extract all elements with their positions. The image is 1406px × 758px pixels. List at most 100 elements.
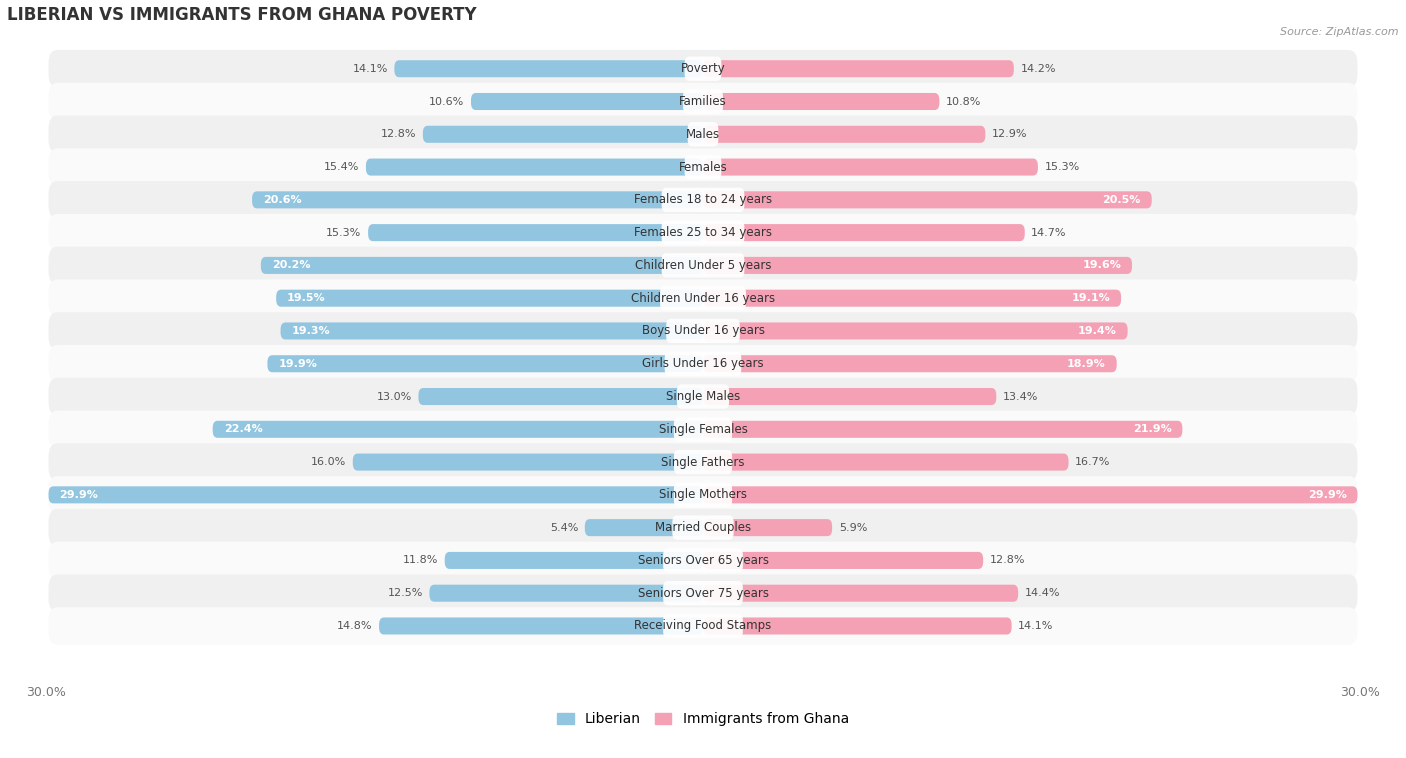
Text: Single Fathers: Single Fathers	[661, 456, 745, 468]
Text: 18.9%: 18.9%	[1067, 359, 1105, 368]
Text: 21.9%: 21.9%	[1133, 424, 1171, 434]
FancyBboxPatch shape	[676, 384, 730, 409]
FancyBboxPatch shape	[703, 60, 1014, 77]
Text: Single Females: Single Females	[658, 423, 748, 436]
Text: 14.4%: 14.4%	[1025, 588, 1060, 598]
Text: 20.2%: 20.2%	[271, 261, 311, 271]
Text: 13.0%: 13.0%	[377, 392, 412, 402]
Text: 15.4%: 15.4%	[323, 162, 360, 172]
FancyBboxPatch shape	[49, 83, 1357, 121]
FancyBboxPatch shape	[703, 552, 983, 569]
Text: Single Mothers: Single Mothers	[659, 488, 747, 501]
Text: 14.7%: 14.7%	[1032, 227, 1067, 237]
FancyBboxPatch shape	[585, 519, 703, 536]
FancyBboxPatch shape	[212, 421, 703, 438]
FancyBboxPatch shape	[49, 246, 1357, 284]
FancyBboxPatch shape	[49, 280, 1357, 317]
FancyBboxPatch shape	[380, 618, 703, 634]
Text: 19.4%: 19.4%	[1078, 326, 1116, 336]
Text: 12.9%: 12.9%	[991, 130, 1028, 139]
Text: 12.8%: 12.8%	[381, 130, 416, 139]
Text: 5.9%: 5.9%	[839, 523, 868, 533]
Text: 14.8%: 14.8%	[337, 621, 373, 631]
FancyBboxPatch shape	[703, 421, 1182, 438]
Text: 14.2%: 14.2%	[1021, 64, 1056, 74]
Text: 19.1%: 19.1%	[1071, 293, 1111, 303]
FancyBboxPatch shape	[659, 286, 747, 310]
FancyBboxPatch shape	[49, 607, 1357, 645]
Text: Boys Under 16 years: Boys Under 16 years	[641, 324, 765, 337]
FancyBboxPatch shape	[664, 581, 742, 606]
FancyBboxPatch shape	[673, 417, 733, 441]
FancyBboxPatch shape	[49, 312, 1357, 349]
FancyBboxPatch shape	[49, 575, 1357, 612]
FancyBboxPatch shape	[673, 483, 733, 507]
Text: Single Males: Single Males	[666, 390, 740, 403]
FancyBboxPatch shape	[664, 614, 742, 638]
Text: 29.9%: 29.9%	[59, 490, 98, 500]
Text: Seniors Over 75 years: Seniors Over 75 years	[637, 587, 769, 600]
Text: Families: Families	[679, 95, 727, 108]
Text: 14.1%: 14.1%	[1018, 621, 1053, 631]
FancyBboxPatch shape	[49, 542, 1357, 579]
FancyBboxPatch shape	[49, 181, 1357, 218]
FancyBboxPatch shape	[49, 149, 1357, 186]
Text: 15.3%: 15.3%	[1045, 162, 1080, 172]
Legend: Liberian, Immigrants from Ghana: Liberian, Immigrants from Ghana	[557, 713, 849, 726]
FancyBboxPatch shape	[49, 345, 1357, 383]
Text: LIBERIAN VS IMMIGRANTS FROM GHANA POVERTY: LIBERIAN VS IMMIGRANTS FROM GHANA POVERT…	[7, 7, 477, 24]
FancyBboxPatch shape	[703, 519, 832, 536]
Text: 5.4%: 5.4%	[550, 523, 578, 533]
FancyBboxPatch shape	[662, 253, 744, 277]
FancyBboxPatch shape	[672, 515, 734, 540]
Text: 15.3%: 15.3%	[326, 227, 361, 237]
FancyBboxPatch shape	[685, 155, 721, 179]
FancyBboxPatch shape	[419, 388, 703, 405]
FancyBboxPatch shape	[267, 356, 703, 372]
Text: 16.7%: 16.7%	[1076, 457, 1111, 467]
FancyBboxPatch shape	[662, 221, 744, 245]
Text: 10.6%: 10.6%	[429, 96, 464, 107]
Text: 13.4%: 13.4%	[1002, 392, 1038, 402]
FancyBboxPatch shape	[664, 548, 742, 572]
Text: 19.6%: 19.6%	[1083, 261, 1121, 271]
FancyBboxPatch shape	[429, 584, 703, 602]
FancyBboxPatch shape	[281, 322, 703, 340]
FancyBboxPatch shape	[703, 388, 997, 405]
FancyBboxPatch shape	[685, 57, 721, 81]
Text: 11.8%: 11.8%	[402, 556, 439, 565]
Text: Children Under 16 years: Children Under 16 years	[631, 292, 775, 305]
Text: Poverty: Poverty	[681, 62, 725, 75]
Text: 14.1%: 14.1%	[353, 64, 388, 74]
Text: Source: ZipAtlas.com: Source: ZipAtlas.com	[1281, 27, 1399, 36]
FancyBboxPatch shape	[49, 443, 1357, 481]
Text: 12.8%: 12.8%	[990, 556, 1025, 565]
FancyBboxPatch shape	[262, 257, 703, 274]
FancyBboxPatch shape	[703, 453, 1069, 471]
FancyBboxPatch shape	[49, 115, 1357, 153]
FancyBboxPatch shape	[666, 319, 740, 343]
FancyBboxPatch shape	[703, 322, 1128, 340]
FancyBboxPatch shape	[703, 584, 1018, 602]
Text: 19.3%: 19.3%	[291, 326, 330, 336]
Text: Males: Males	[686, 128, 720, 141]
Text: 20.6%: 20.6%	[263, 195, 302, 205]
FancyBboxPatch shape	[49, 509, 1357, 547]
FancyBboxPatch shape	[683, 89, 723, 114]
Text: Married Couples: Married Couples	[655, 522, 751, 534]
FancyBboxPatch shape	[353, 453, 703, 471]
Text: 19.9%: 19.9%	[278, 359, 318, 368]
Text: 10.8%: 10.8%	[946, 96, 981, 107]
Text: 12.5%: 12.5%	[388, 588, 423, 598]
FancyBboxPatch shape	[444, 552, 703, 569]
Text: 29.9%: 29.9%	[1308, 490, 1347, 500]
FancyBboxPatch shape	[49, 377, 1357, 415]
Text: Seniors Over 65 years: Seniors Over 65 years	[637, 554, 769, 567]
FancyBboxPatch shape	[703, 290, 1121, 307]
Text: 16.0%: 16.0%	[311, 457, 346, 467]
Text: Females 18 to 24 years: Females 18 to 24 years	[634, 193, 772, 206]
FancyBboxPatch shape	[665, 352, 741, 376]
FancyBboxPatch shape	[703, 126, 986, 143]
FancyBboxPatch shape	[423, 126, 703, 143]
FancyBboxPatch shape	[703, 158, 1038, 176]
